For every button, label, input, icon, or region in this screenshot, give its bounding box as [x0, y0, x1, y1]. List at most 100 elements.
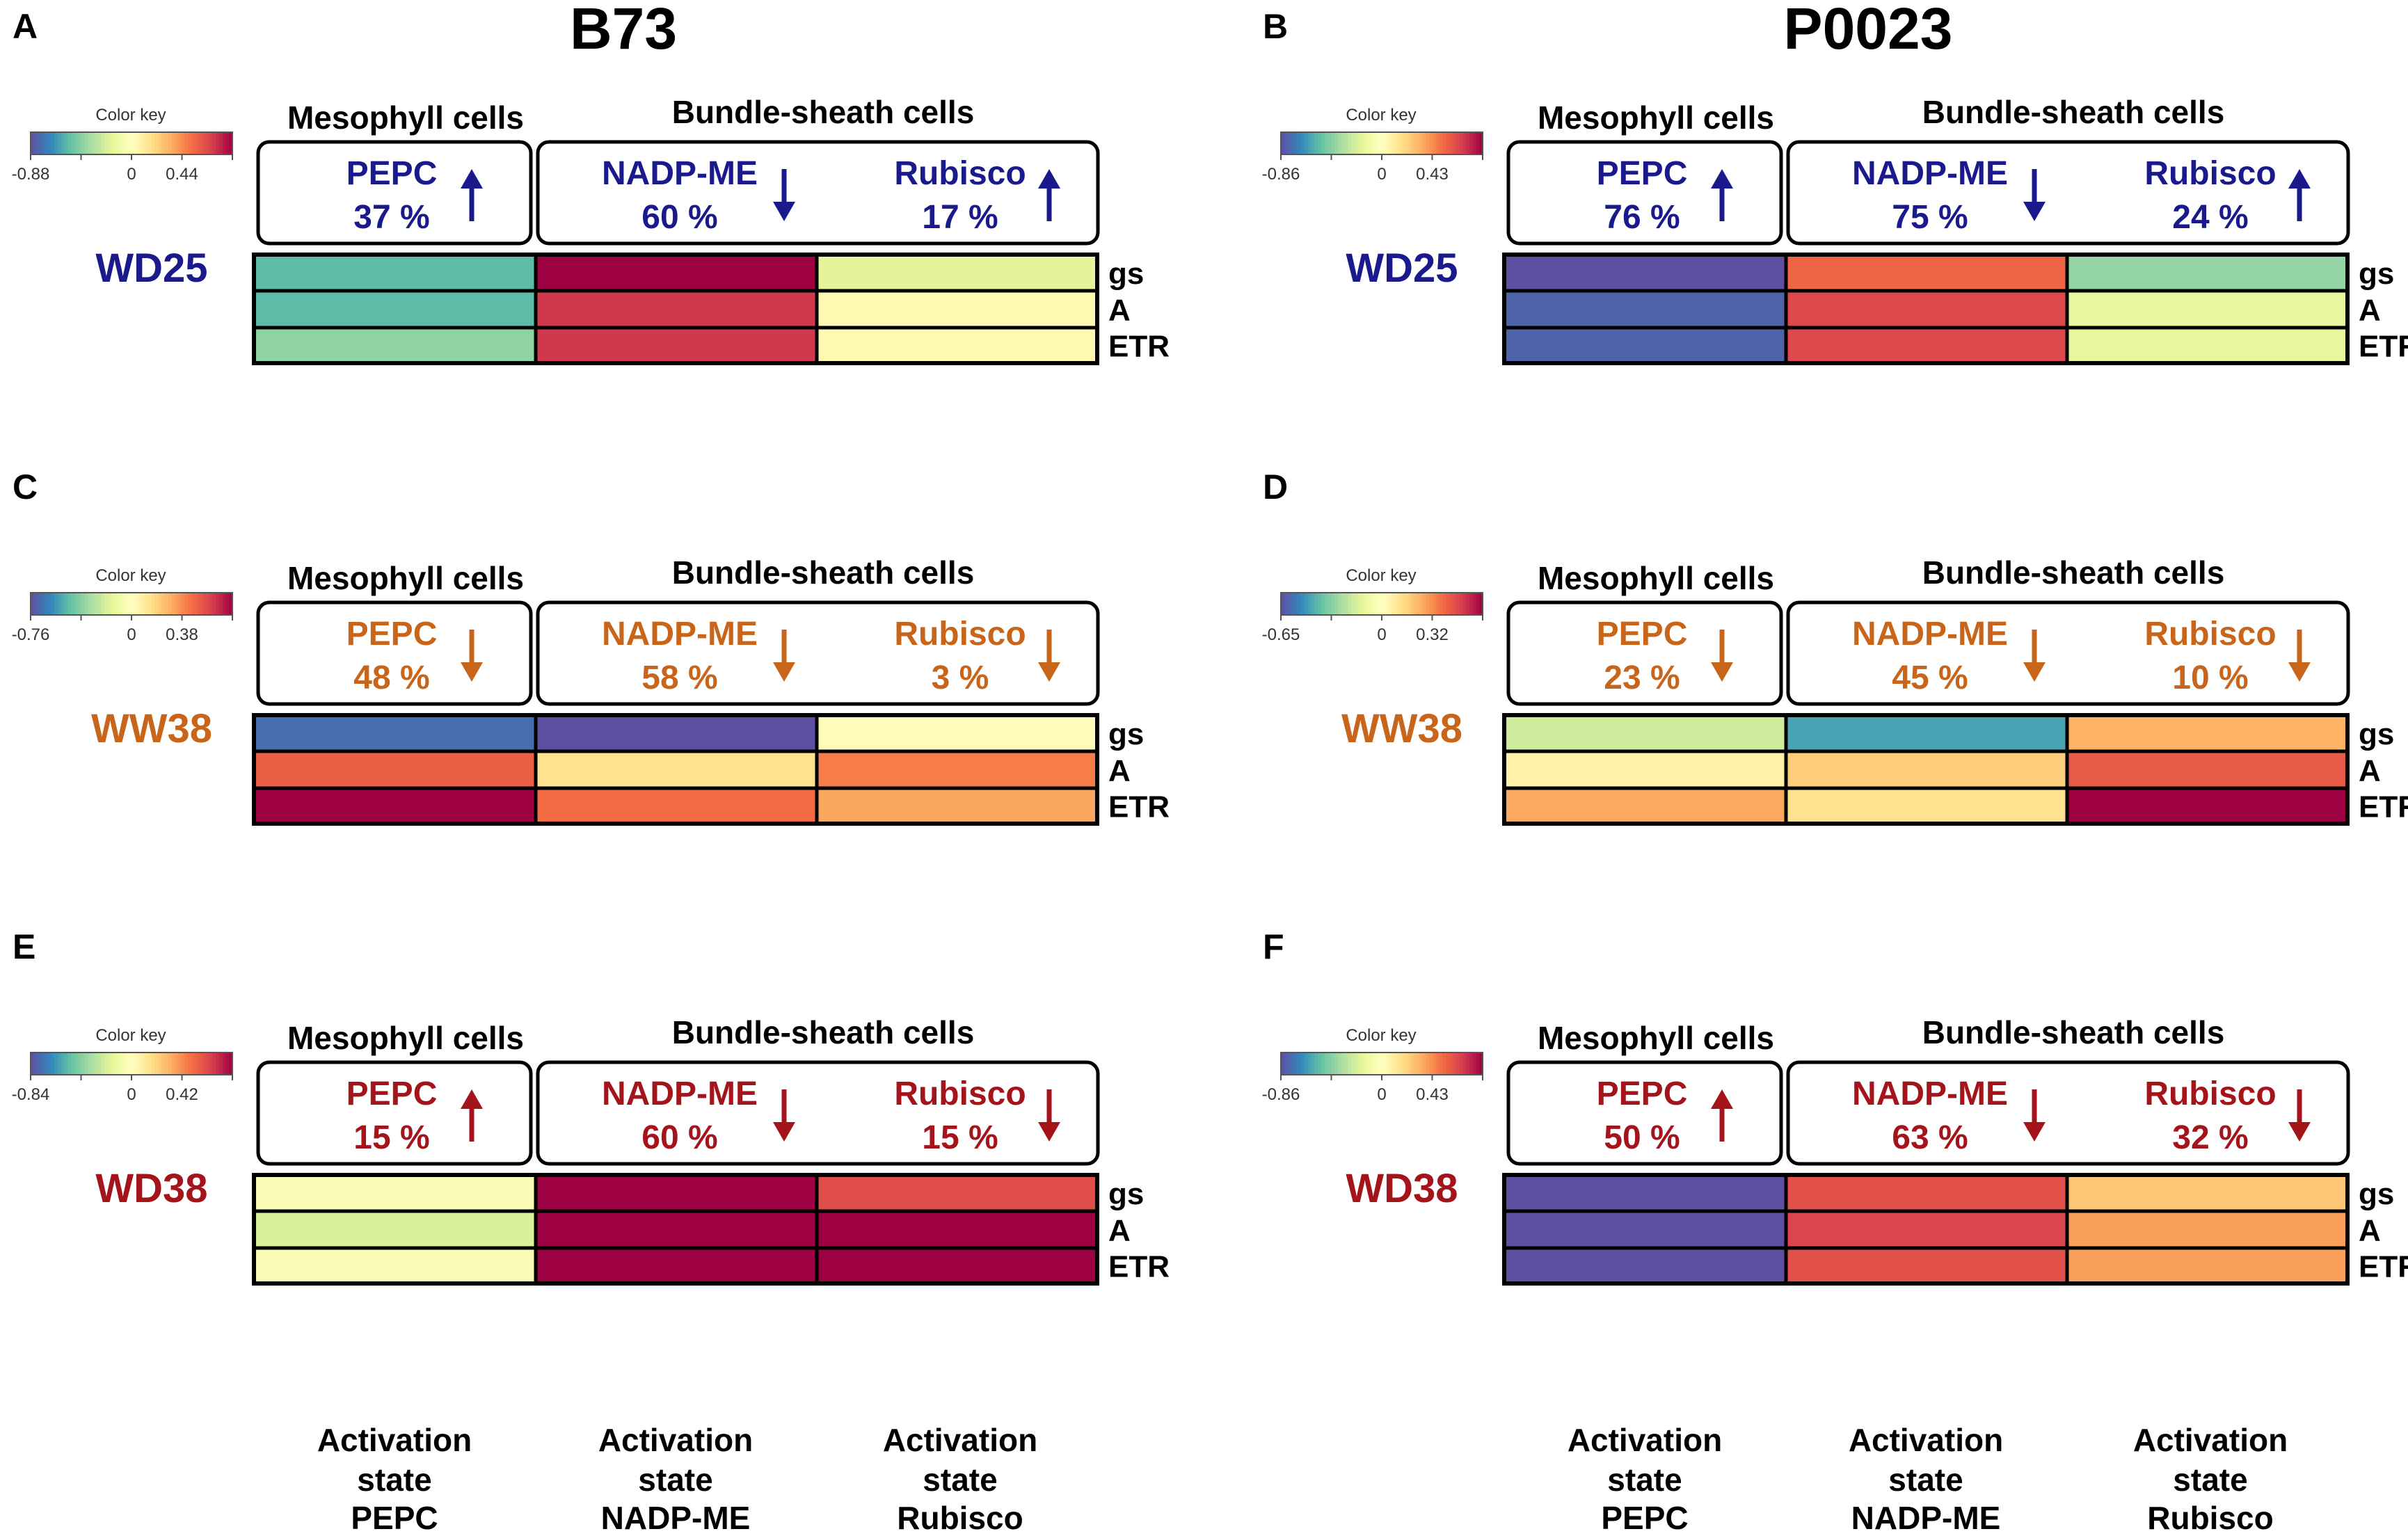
bundle-sheath-header: Bundle-sheath cells: [1922, 1014, 2225, 1050]
color-key-swatch: [125, 593, 129, 615]
color-key-swatch: [33, 132, 38, 154]
color-key-swatch: [1402, 593, 1406, 615]
color-key-swatch: [94, 593, 99, 615]
color-key-swatch: [152, 593, 156, 615]
color-key-swatch: [57, 132, 62, 154]
arrow-down-icon: [2023, 169, 2046, 221]
color-key-swatch: [1327, 1053, 1332, 1075]
color-key-swatch: [229, 132, 233, 154]
color-key-swatch: [1371, 593, 1376, 615]
color-key-swatch: [1462, 1053, 1467, 1075]
color-key-swatch: [165, 593, 169, 615]
arrow-up-icon: [1711, 1089, 1733, 1142]
color-key-swatch: [1331, 132, 1335, 154]
color-key-swatch: [1445, 1053, 1450, 1075]
color-key-swatch: [1432, 132, 1436, 154]
color-key-swatch: [47, 593, 51, 615]
color-key-swatch: [1425, 132, 1430, 154]
arrow-down-icon: [1038, 630, 1060, 682]
activation-label-line1: Activation: [1849, 1422, 2003, 1458]
color-key-min-label: -0.88: [12, 165, 50, 184]
color-key-swatch: [101, 1053, 105, 1075]
color-key-swatch: [182, 593, 186, 615]
color-key-swatch: [108, 1053, 112, 1075]
color-key-swatch: [1439, 132, 1443, 154]
heatmap-cell-a-pepc: [254, 751, 536, 788]
color-key-swatch: [202, 1053, 206, 1075]
enzyme-name: NADP-ME: [602, 1075, 758, 1112]
arrow-up-icon: [2288, 169, 2311, 221]
color-key-swatch: [1321, 1053, 1325, 1075]
row-label-gs: gs: [2359, 717, 2394, 751]
heatmap-cell-etr-pepc: [254, 788, 536, 824]
color-key-swatch: [97, 593, 102, 615]
color-key-swatch: [175, 132, 180, 154]
color-key-title: Color key: [1346, 1026, 1416, 1045]
condition-label: WD25: [1346, 246, 1458, 291]
mesophyll-header: Mesophyll cells: [287, 560, 524, 596]
color-key-swatch: [1462, 132, 1467, 154]
color-key-swatch: [1294, 593, 1298, 615]
color-key-swatch: [1378, 593, 1382, 615]
arrow-down-icon: [773, 1089, 795, 1142]
enzyme-name: NADP-ME: [1852, 616, 2008, 653]
color-key-swatch: [165, 132, 169, 154]
column-title-p0023: P0023: [1784, 0, 1953, 61]
bundle-sheath-box: [536, 1060, 1100, 1166]
color-key-swatch: [141, 1053, 145, 1075]
color-key-swatch: [111, 593, 115, 615]
color-key-max-label: 0.32: [1416, 625, 1449, 644]
condition-label: WD25: [95, 246, 207, 291]
panel-c: C Color key -0.76 0 0.38 WW38 Mesophyll cells B…: [12, 467, 1170, 826]
color-key-swatch: [1287, 132, 1292, 154]
heatmap-cell-gs-rubisco: [2067, 1175, 2347, 1211]
panel-a: A Color key -0.88 0 0.44 WD25 Mesophyll cells B…: [12, 7, 1170, 365]
heatmap-cell-etr-rubisco: [2067, 1248, 2347, 1283]
enzyme-nadpme: NADP-ME 63 %: [1852, 1075, 2046, 1156]
color-key-swatch: [114, 593, 119, 615]
activation-label-line1: Activation: [598, 1422, 753, 1458]
enzyme-name: Rubisco: [2144, 155, 2276, 192]
heatmap-cell-gs-pepc: [254, 255, 536, 291]
heatmap-cell-a-nadpme: [1786, 751, 2067, 788]
heatmap-cell-gs-nadpme: [536, 715, 817, 751]
color-key-swatch: [1465, 132, 1470, 154]
column-title-b73: B73: [570, 0, 677, 61]
activation-label-line1: Activation: [1568, 1422, 1722, 1458]
color-key-title: Color key: [95, 566, 166, 585]
color-key-title: Color key: [95, 1026, 166, 1045]
color-key-swatch: [1456, 593, 1460, 615]
activation-label-line1: Activation: [317, 1422, 472, 1458]
enzyme-percent: 63 %: [1892, 1119, 1968, 1156]
enzyme-name: Rubisco: [2144, 1075, 2276, 1112]
color-key-swatch: [57, 1053, 62, 1075]
activation-label-line2: state: [1607, 1462, 1682, 1498]
color-key-swatch: [1412, 593, 1416, 615]
color-key-swatch: [1334, 132, 1339, 154]
color-key-swatch: [1432, 593, 1436, 615]
color-key-swatch: [182, 132, 186, 154]
color-key-swatch: [47, 132, 51, 154]
color-key-swatch: [131, 132, 136, 154]
color-key-swatch: [1294, 132, 1298, 154]
color-key-swatch: [1415, 132, 1419, 154]
color-key-swatch: [1307, 1053, 1312, 1075]
heatmap-cell-etr-nadpme: [536, 328, 817, 363]
enzyme-pepc: PEPC 76 %: [1597, 155, 1733, 236]
color-key-swatch: [1442, 593, 1446, 615]
color-key-swatch: [1385, 593, 1389, 615]
color-key-zero-label: 0: [1377, 625, 1386, 644]
enzyme-pepc: PEPC 15 %: [346, 1075, 483, 1156]
color-key-swatch: [37, 593, 42, 615]
color-key-swatch: [192, 132, 196, 154]
enzyme-percent: 15 %: [353, 1119, 429, 1156]
color-key-swatch: [1318, 1053, 1322, 1075]
bundle-sheath-box: [1786, 140, 2350, 246]
color-key-swatch: [125, 1053, 129, 1075]
color-key-swatch: [134, 593, 139, 615]
color-key-swatch: [61, 1053, 65, 1075]
color-key-swatch: [1364, 132, 1369, 154]
color-key-swatch: [1304, 593, 1309, 615]
